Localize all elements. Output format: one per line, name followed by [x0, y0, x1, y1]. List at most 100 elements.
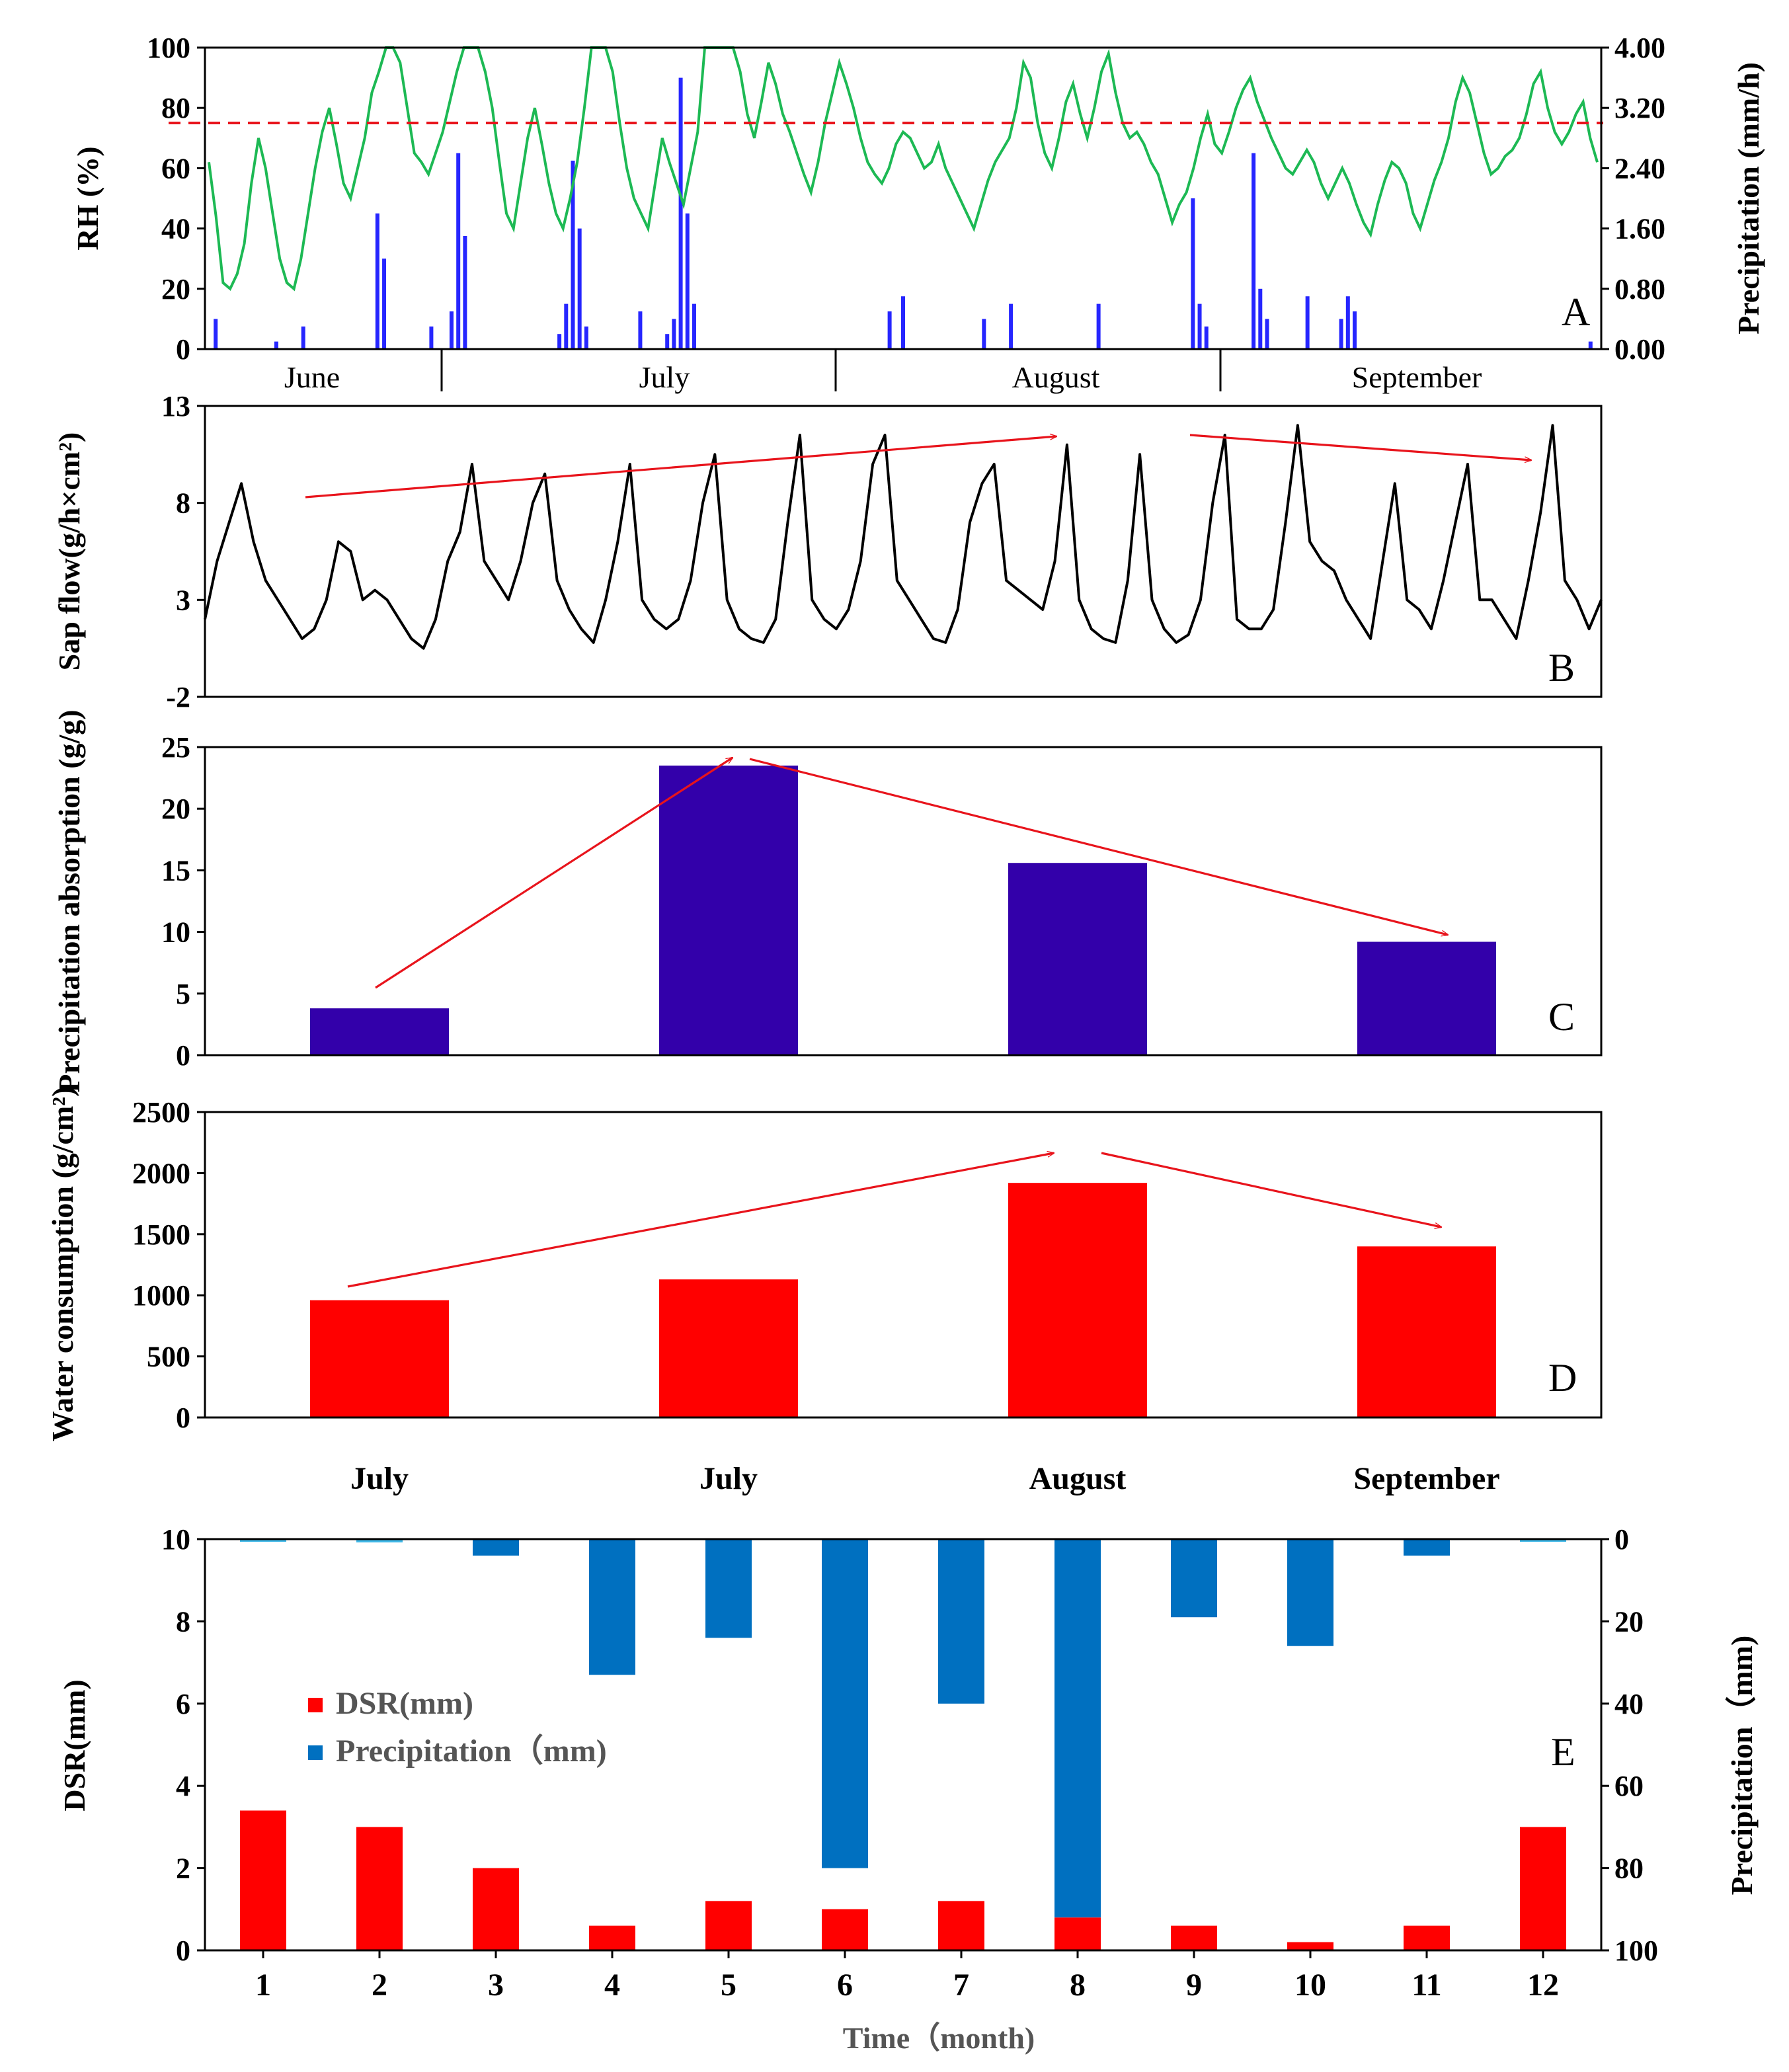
x-tick-label: 3	[488, 1968, 504, 2003]
y-tick-label: 1000	[132, 1279, 190, 1312]
x-tick-label: 10	[1294, 1968, 1326, 2003]
legend-label-precipitation: Precipitation（mm)	[336, 1733, 607, 1769]
panel-c: 0 5 10 15 20 25 Precipitation absorption (g/g…	[52, 709, 1603, 1093]
precipitation-bar	[1258, 288, 1263, 349]
precipitation-bar	[705, 1539, 752, 1638]
panel-c-left-axis: 0 5 10 15 20 25	[161, 731, 205, 1072]
trend-arrow	[749, 758, 1448, 935]
precipitation-bar	[589, 1539, 635, 1675]
precipitation-bar	[557, 334, 562, 349]
y-tick-label: 2500	[132, 1096, 190, 1129]
category-label: July	[699, 1461, 758, 1496]
x-tick-label: 1	[255, 1968, 271, 2003]
dsr-bar	[240, 1810, 286, 1950]
precipitation-bar	[1204, 326, 1209, 349]
panel-a-frame	[204, 46, 1603, 350]
precipitation-bar	[1588, 341, 1593, 349]
panel-e-bars	[240, 1539, 1566, 1950]
y-tick-label: 500	[147, 1341, 190, 1373]
y-tick-label: 4	[176, 1770, 190, 1802]
dsr-bar	[1520, 1827, 1566, 1950]
y-tick-label: 15	[161, 854, 190, 887]
precipitation-bar	[1339, 319, 1343, 349]
panel-c-bars	[310, 765, 1496, 1055]
panel-c-y-axis-title: Precipitation absorption (g/g)	[52, 709, 86, 1092]
legend-label-dsr: DSR(mm)	[336, 1686, 473, 1721]
dsr-bar	[705, 1901, 752, 1950]
y2-tick-label: 80	[1614, 1853, 1644, 1885]
precipitation-bar	[1252, 153, 1256, 349]
precipitation-bar	[1191, 198, 1195, 349]
panel-a-precipitation-bars	[214, 77, 1593, 349]
y-tick-label: 6	[176, 1688, 190, 1720]
precipitation-bar	[240, 1539, 286, 1542]
y2-tick-label: 0.00	[1614, 333, 1665, 366]
precipitation-bar	[214, 319, 218, 349]
precipitation-bar	[274, 341, 278, 349]
precipitation-bar	[1171, 1539, 1217, 1618]
panel-c-frame	[204, 746, 1603, 1056]
panel-e-y-axis-title: DSR(mm)	[58, 1679, 91, 1811]
precipitation-bar	[938, 1539, 984, 1704]
y-tick-label: 1500	[132, 1218, 190, 1251]
precipitation-bar	[1404, 1539, 1450, 1556]
panel-d-bars	[310, 1183, 1496, 1417]
panel-e-x-axis-title: Time（month)	[843, 2021, 1035, 2055]
panel-d-category-labels: July July August September	[350, 1461, 1500, 1496]
trend-arrow	[1101, 1152, 1441, 1227]
panel-c-letter: C	[1548, 995, 1575, 1039]
precipitation-bar	[449, 311, 454, 349]
y-tick-label: 60	[161, 152, 190, 184]
panel-a: 0 20 40 60 80 100 0.00 0.80 1.60 2.40 3.20 4.00 RH…	[71, 32, 1765, 394]
panel-a-month-band: June July August September	[284, 349, 1482, 394]
x-tick-label: 12	[1527, 1968, 1559, 2003]
dsr-bar	[356, 1827, 403, 1950]
precipitation-bar	[473, 1539, 519, 1556]
precipitation-bar	[1287, 1539, 1333, 1646]
x-tick-label: 8	[1070, 1968, 1086, 2003]
y-tick-label: 2	[176, 1853, 190, 1885]
bar	[310, 1300, 449, 1417]
legend-swatch-precipitation	[308, 1745, 323, 1760]
dsr-bar	[589, 1925, 635, 1950]
dsr-bar	[1404, 1925, 1450, 1950]
precipitation-bar	[564, 303, 569, 349]
precipitation-bar	[672, 319, 676, 349]
precipitation-bar	[1345, 296, 1350, 349]
panel-b-left-axis: -2 3 8 13	[161, 390, 205, 713]
bar	[659, 765, 798, 1055]
dsr-bar	[473, 1868, 519, 1950]
panel-a-right-axis: 0.00 0.80 1.60 2.40 3.20 4.00	[1601, 32, 1665, 366]
y2-tick-label: 3.20	[1614, 92, 1665, 124]
month-label: June	[284, 360, 340, 394]
y-tick-label: 10	[161, 1523, 190, 1556]
panel-b-y-axis-title: Sap flow(g/h×cm²)	[52, 432, 86, 671]
y-tick-label: 3	[176, 584, 190, 616]
panel-b-frame	[204, 405, 1603, 698]
dsr-bar	[938, 1901, 984, 1950]
panel-e-letter: E	[1551, 1730, 1575, 1774]
y-tick-label: 25	[161, 731, 190, 764]
precipitation-bar	[887, 311, 892, 349]
y-tick-label: 0	[176, 1402, 190, 1434]
y-tick-label: 5	[176, 978, 190, 1010]
precipitation-bar	[382, 259, 387, 349]
y2-tick-label: 40	[1614, 1688, 1644, 1720]
x-tick-label: 2	[372, 1968, 387, 2003]
y-tick-label: 8	[176, 487, 190, 520]
month-label: July	[639, 360, 690, 394]
y2-tick-label: 4.00	[1614, 32, 1665, 64]
x-tick-label: 4	[604, 1968, 620, 2003]
y-tick-label: 0	[176, 1934, 190, 1967]
bar	[1008, 1183, 1147, 1417]
x-tick-label: 6	[837, 1968, 853, 2003]
precipitation-bar	[463, 236, 467, 349]
panel-e-x-axis: 1 2 3 4 5 6 7 8 9 10 11 12	[255, 1950, 1559, 2003]
y-tick-label: -2	[166, 681, 190, 713]
panel-e-right-axis: 100 80 60 40 20 0	[1601, 1523, 1658, 1967]
panel-d-letter: D	[1548, 1356, 1577, 1400]
category-label: August	[1029, 1461, 1127, 1496]
panel-d-y-axis-title: Water consumption (g/cm²)	[46, 1087, 79, 1442]
y-tick-label: 100	[147, 32, 190, 64]
